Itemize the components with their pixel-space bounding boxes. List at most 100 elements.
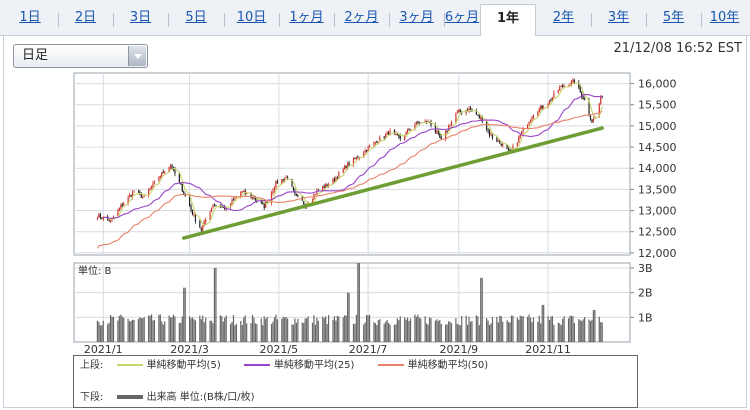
volume-bar (469, 321, 472, 342)
volume-bar (184, 287, 186, 342)
support-trendline (181, 126, 604, 240)
candle-body (396, 134, 398, 136)
candle-body (325, 183, 327, 189)
volume-bar (475, 315, 477, 342)
volume-bar (414, 314, 416, 342)
volume-bar (512, 315, 514, 342)
volume-bar (311, 322, 314, 342)
volume-bar (417, 314, 419, 342)
volume-bar (509, 322, 511, 342)
tab-5[interactable]: 1ヶ月 (289, 10, 324, 25)
tab-7[interactable]: 3ヶ月 (399, 10, 434, 25)
date-tick-label: 2021/5 (259, 343, 298, 356)
candle-body (368, 145, 371, 147)
tab-12[interactable]: 5年 (662, 10, 685, 25)
volume-bar (426, 323, 428, 342)
volume-bar (510, 315, 513, 342)
tab-3[interactable]: 5日 (185, 10, 207, 25)
candle-body (272, 190, 274, 194)
tab-10[interactable]: 2年 (552, 10, 575, 25)
volume-bar (562, 318, 564, 342)
candle-body (591, 119, 593, 123)
tab-13[interactable]: 10年 (709, 10, 740, 25)
volume-bar (409, 318, 412, 342)
volume-bar (107, 324, 109, 342)
candle-body (205, 220, 207, 222)
candle-body (475, 110, 477, 115)
chevron-down-icon[interactable] (128, 46, 146, 66)
volume-bar (420, 318, 422, 342)
candle-body (344, 165, 346, 170)
volume-bar (487, 320, 489, 342)
volume-bar (215, 267, 217, 342)
candle-body (437, 130, 439, 134)
tab-11[interactable]: 3年 (607, 10, 630, 25)
tab-1[interactable]: 2日 (74, 10, 97, 25)
candle-body (323, 186, 325, 188)
volume-bar (383, 323, 385, 342)
candle-body (164, 172, 166, 174)
tab-separator (224, 13, 225, 27)
candle-body (399, 135, 401, 139)
date-tick-label: 2021/9 (439, 343, 478, 356)
volume-bar (142, 318, 144, 342)
candle-body (538, 108, 540, 113)
volume-bar (118, 315, 120, 342)
axis-labels: 16,000 15,500 15,000 14,500 14,000 13,500 13,0… (78, 78, 677, 356)
tab-separator (701, 13, 702, 27)
period-tab-bar: 1日 2日 3日 5日 10日 1ヶ月 2ヶ月 3ヶ月 6ヶ月 1年 2年 3年 5年 10年 (0, 0, 750, 37)
candle-body (562, 85, 564, 88)
tab-6[interactable]: 2ヶ月 (344, 10, 379, 25)
candle-body (231, 199, 233, 205)
candle-body (531, 117, 533, 120)
volume-bar (139, 317, 141, 342)
candle-body (409, 129, 412, 131)
volume-bar (158, 314, 160, 342)
volume-bar (231, 321, 233, 342)
volume-bar (246, 323, 248, 342)
candle-body (215, 205, 217, 207)
chart-type-select[interactable]: 日足 (13, 44, 148, 68)
candle-body (209, 212, 211, 220)
candle-body (148, 190, 150, 196)
candle-body (297, 194, 299, 197)
candle-body (322, 186, 324, 190)
volume-bar (459, 325, 461, 342)
candle-body (281, 179, 283, 184)
legend-sma25-label: 単純移動平均(25) (273, 360, 355, 371)
candle-body (537, 112, 539, 116)
price-tick-label: 16,000 (638, 78, 677, 91)
volume-bar (434, 320, 436, 342)
candle-body (347, 163, 349, 168)
candle-body (387, 132, 390, 136)
volume-bar (291, 324, 293, 342)
candle-body (158, 177, 160, 181)
volume-bar (500, 316, 502, 342)
volume-bar (304, 318, 306, 342)
volume-bar (531, 322, 533, 342)
volume-bar (224, 317, 226, 342)
volume-bar (285, 317, 287, 342)
tab-0[interactable]: 1日 (19, 10, 41, 25)
tab-9[interactable]: 1年 (480, 4, 536, 37)
legend-sma50-swatch (377, 364, 404, 366)
tab-8[interactable]: 6ヶ月 (444, 10, 480, 25)
volume-bar (450, 323, 453, 342)
legend-volume: 出来高 単位:(B株/口/枚) (116, 391, 255, 405)
volume-bar (488, 324, 491, 342)
volume-bar (364, 322, 366, 342)
sma5-line (103, 82, 603, 226)
legend-volume-label: 出来高 単位:(B株/口/枚) (146, 392, 255, 403)
candle-body (367, 146, 369, 152)
volume-bar (468, 316, 470, 342)
legend-sma25: 単純移動平均(25) (243, 359, 355, 373)
volume-bar (449, 321, 451, 342)
volume-bar (601, 322, 603, 342)
tab-4[interactable]: 10日 (236, 10, 267, 25)
candle-body (579, 87, 581, 93)
candle-body (480, 117, 482, 119)
tab-2[interactable]: 3日 (129, 10, 152, 25)
volume-bar (377, 320, 379, 342)
volume-bar (221, 316, 223, 342)
candle-body (598, 103, 600, 118)
